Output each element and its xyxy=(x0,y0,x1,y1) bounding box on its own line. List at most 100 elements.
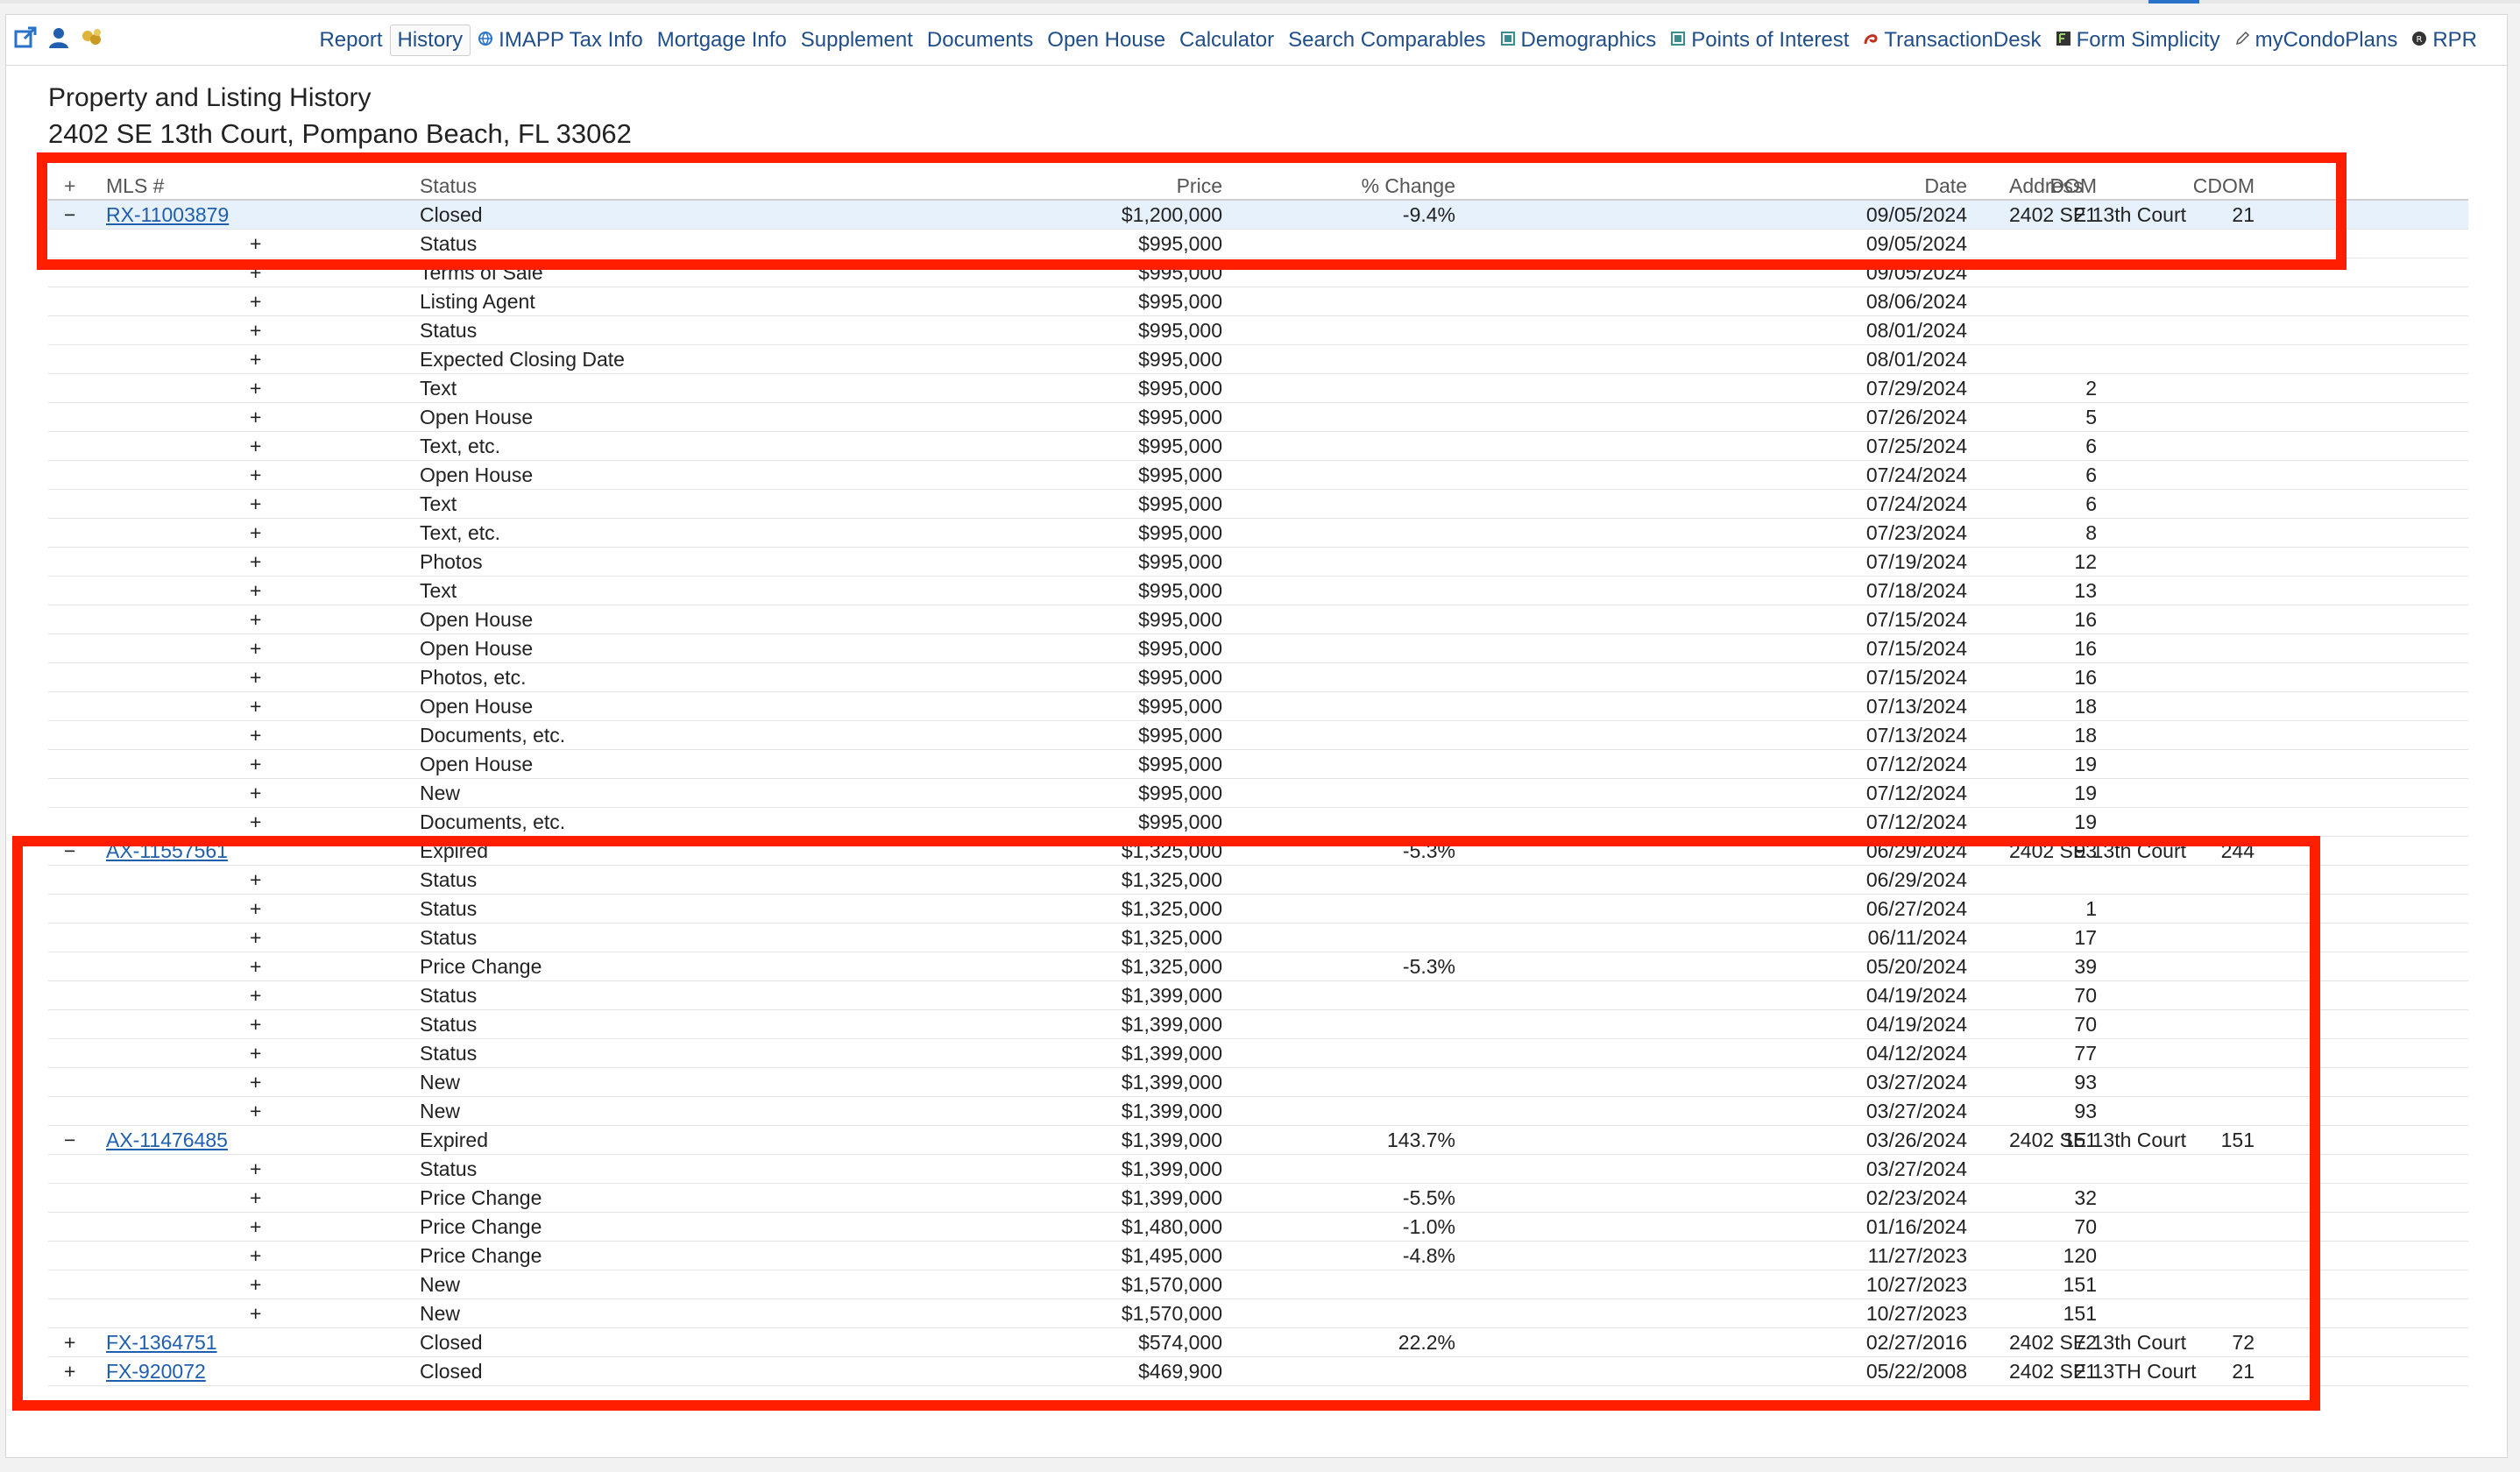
history-event-row[interactable]: + Status $1,325,000 06/27/2024 1 xyxy=(48,895,2468,924)
collapse-toggle[interactable]: − xyxy=(64,203,76,226)
expand-toggle[interactable]: + xyxy=(250,666,262,689)
nav-imapp-tax-info[interactable]: IMAPP Tax Info xyxy=(471,25,650,55)
expand-toggle[interactable]: + xyxy=(250,290,262,313)
history-event-row[interactable]: + Status $1,399,000 03/27/2024 xyxy=(48,1155,2468,1184)
mls-link[interactable]: AX-11557561 xyxy=(106,839,228,862)
expand-toggle[interactable]: + xyxy=(250,348,262,371)
history-event-row[interactable]: + Open House $995,000 07/15/2024 16 xyxy=(48,605,2468,634)
expand-toggle[interactable]: + xyxy=(250,1215,262,1238)
expand-toggle[interactable]: + xyxy=(250,1157,262,1180)
history-event-row[interactable]: + Status $1,399,000 04/12/2024 77 xyxy=(48,1039,2468,1068)
mls-link[interactable]: RX-11003879 xyxy=(106,203,230,226)
header-date[interactable]: Date xyxy=(1924,174,1967,197)
expand-toggle[interactable]: + xyxy=(250,1244,262,1267)
expand-toggle[interactable]: + xyxy=(250,1071,262,1093)
expand-toggle[interactable]: + xyxy=(250,1013,262,1036)
expand-toggle[interactable]: + xyxy=(250,897,262,920)
nav-documents[interactable]: Documents xyxy=(920,25,1040,55)
history-event-row[interactable]: + Open House $995,000 07/26/2024 5 xyxy=(48,403,2468,432)
history-event-row[interactable]: + Price Change $1,325,000 -5.3% 05/20/2024 39 xyxy=(48,952,2468,981)
history-event-row[interactable]: + Status $1,399,000 04/19/2024 70 xyxy=(48,1010,2468,1039)
coins-icon[interactable] xyxy=(80,25,104,50)
history-event-row[interactable]: + Open House $995,000 07/13/2024 18 xyxy=(48,692,2468,721)
expand-toggle[interactable]: + xyxy=(250,868,262,891)
mls-link[interactable]: FX-920072 xyxy=(106,1360,206,1383)
mls-link[interactable]: FX-1364751 xyxy=(106,1331,217,1354)
listing-row[interactable]: − AX-11476485 Expired $1,399,000 143.7% 03/26… xyxy=(48,1126,2468,1155)
listing-row[interactable]: + FX-920072 Closed $469,900 05/22/2008 21 21 24… xyxy=(48,1357,2468,1386)
expand-toggle[interactable]: + xyxy=(250,1100,262,1122)
history-event-row[interactable]: + Open House $995,000 07/24/2024 6 xyxy=(48,461,2468,490)
expand-toggle[interactable]: + xyxy=(250,695,262,718)
nav-calculator[interactable]: Calculator xyxy=(1172,25,1281,55)
nav-rpr[interactable]: R RPR xyxy=(2404,25,2484,55)
expand-toggle[interactable]: + xyxy=(250,232,262,255)
expand-toggle[interactable]: + xyxy=(250,579,262,602)
nav-demographics[interactable]: Demographics xyxy=(1493,25,1664,55)
expand-toggle[interactable]: + xyxy=(250,464,262,486)
external-link-icon[interactable] xyxy=(13,25,38,50)
expand-toggle[interactable]: + xyxy=(64,1331,76,1354)
nav-supplement[interactable]: Supplement xyxy=(794,25,920,55)
expand-toggle[interactable]: + xyxy=(250,435,262,457)
nav-search-comparables[interactable]: Search Comparables xyxy=(1281,25,1492,55)
expand-toggle[interactable]: + xyxy=(250,926,262,949)
history-event-row[interactable]: + Text, etc. $995,000 07/25/2024 6 xyxy=(48,432,2468,461)
listing-row[interactable]: − AX-11557561 Expired $1,325,000 -5.3% 06/29/… xyxy=(48,837,2468,866)
expand-toggle[interactable]: + xyxy=(250,406,262,428)
expand-toggle[interactable]: + xyxy=(64,1360,76,1383)
history-event-row[interactable]: + New $995,000 07/12/2024 19 xyxy=(48,779,2468,808)
history-event-row[interactable]: + Status $1,399,000 04/19/2024 70 xyxy=(48,981,2468,1010)
history-event-row[interactable]: + Text, etc. $995,000 07/23/2024 8 xyxy=(48,519,2468,548)
history-event-row[interactable]: + New $1,570,000 10/27/2023 151 xyxy=(48,1299,2468,1328)
expand-toggle[interactable]: + xyxy=(250,608,262,631)
nav-points-of-interest[interactable]: Points of Interest xyxy=(1663,25,1856,55)
history-event-row[interactable]: + Terms of Sale $995,000 09/05/2024 xyxy=(48,258,2468,287)
header-expand-all[interactable]: + xyxy=(64,174,76,197)
history-event-row[interactable]: + Text $995,000 07/29/2024 2 xyxy=(48,374,2468,403)
listing-row[interactable]: + FX-1364751 Closed $574,000 22.2% 02/27/2016… xyxy=(48,1328,2468,1357)
user-icon[interactable] xyxy=(46,25,71,50)
expand-toggle[interactable]: + xyxy=(250,810,262,833)
history-event-row[interactable]: + Documents, etc. $995,000 07/12/2024 19 xyxy=(48,808,2468,837)
collapse-toggle[interactable]: − xyxy=(64,839,76,862)
history-event-row[interactable]: + Open House $995,000 07/12/2024 19 xyxy=(48,750,2468,779)
header-price[interactable]: Price xyxy=(1176,174,1222,197)
history-event-row[interactable]: + Text $995,000 07/18/2024 13 xyxy=(48,577,2468,605)
expand-toggle[interactable]: + xyxy=(250,261,262,284)
header-pct-change[interactable]: % Change xyxy=(1361,174,1455,197)
expand-toggle[interactable]: + xyxy=(250,1186,262,1209)
expand-toggle[interactable]: + xyxy=(250,955,262,978)
history-event-row[interactable]: + Listing Agent $995,000 08/06/2024 xyxy=(48,287,2468,316)
nav-mortgage-info[interactable]: Mortgage Info xyxy=(650,25,794,55)
header-address[interactable]: Address xyxy=(2009,174,2084,197)
history-event-row[interactable]: + Price Change $1,480,000 -1.0% 01/16/2024 70 xyxy=(48,1213,2468,1242)
history-event-row[interactable]: + New $1,570,000 10/27/2023 151 xyxy=(48,1270,2468,1299)
history-event-row[interactable]: + Photos, etc. $995,000 07/15/2024 16 xyxy=(48,663,2468,692)
expand-toggle[interactable]: + xyxy=(250,1302,262,1325)
expand-toggle[interactable]: + xyxy=(250,377,262,400)
nav-open-house[interactable]: Open House xyxy=(1040,25,1172,55)
expand-toggle[interactable]: + xyxy=(250,492,262,515)
expand-toggle[interactable]: + xyxy=(250,1042,262,1065)
header-dom[interactable]: DOM xyxy=(2049,174,2097,197)
nav-report[interactable]: Report xyxy=(312,25,389,55)
expand-toggle[interactable]: + xyxy=(250,637,262,660)
history-event-row[interactable]: + New $1,399,000 03/27/2024 93 xyxy=(48,1068,2468,1097)
header-cdom[interactable]: CDOM xyxy=(2192,174,2255,197)
expand-toggle[interactable]: + xyxy=(250,782,262,804)
expand-toggle[interactable]: + xyxy=(250,521,262,544)
nav-history[interactable]: History xyxy=(389,25,471,56)
mls-link[interactable]: AX-11476485 xyxy=(106,1129,228,1151)
header-status[interactable]: Status xyxy=(420,174,478,197)
history-event-row[interactable]: + Open House $995,000 07/15/2024 16 xyxy=(48,634,2468,663)
expand-toggle[interactable]: + xyxy=(250,724,262,747)
history-event-row[interactable]: + Status $995,000 08/01/2024 xyxy=(48,316,2468,345)
listing-row[interactable]: − RX-11003879 Closed $1,200,000 -9.4% 09/05/2… xyxy=(48,201,2468,230)
header-mls[interactable]: MLS # xyxy=(106,174,165,197)
history-event-row[interactable]: + Text $995,000 07/24/2024 6 xyxy=(48,490,2468,519)
history-event-row[interactable]: + New $1,399,000 03/27/2024 93 xyxy=(48,1097,2468,1126)
history-event-row[interactable]: + Documents, etc. $995,000 07/13/2024 18 xyxy=(48,721,2468,750)
nav-form-simplicity[interactable]: Form Simplicity xyxy=(2049,25,2227,55)
history-event-row[interactable]: + Price Change $1,399,000 -5.5% 02/23/2024 32 xyxy=(48,1184,2468,1213)
